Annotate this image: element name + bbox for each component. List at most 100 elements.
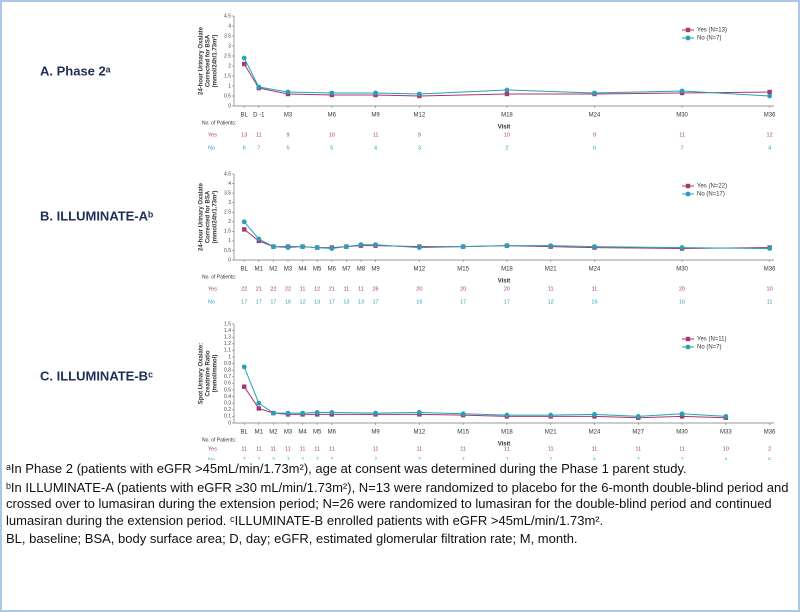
patients-count: 11 — [314, 446, 320, 452]
x-tick-label: M3 — [284, 430, 293, 436]
point — [242, 61, 247, 67]
patients-count: 20 — [416, 286, 422, 292]
patients-count: 11 — [504, 446, 510, 452]
point — [314, 245, 320, 250]
point — [504, 87, 510, 93]
y-tick-label: 4 — [228, 181, 231, 187]
x-tick-label: M18 — [501, 267, 513, 273]
patients-count: 11 — [256, 446, 262, 452]
patients-count: 11 — [344, 286, 350, 292]
x-tick-label: M12 — [414, 113, 426, 119]
y-tick-label: 2.5 — [224, 210, 231, 216]
patients-count: 17 — [373, 299, 379, 305]
patients-count: 2 — [505, 145, 508, 151]
point — [329, 246, 335, 251]
patients-count: 11 — [548, 286, 554, 292]
point — [416, 91, 422, 97]
x-tick-label: M24 — [589, 113, 601, 119]
x-tick-label: M15 — [457, 267, 469, 273]
patients-count: 22 — [241, 286, 247, 292]
y-tick-label: 0 — [228, 103, 231, 109]
y-tick-label: 4.5 — [224, 13, 231, 19]
patients-count: 7 — [505, 457, 508, 460]
point — [460, 411, 466, 417]
patients-count: 22 — [270, 286, 276, 292]
patients-count: 13 — [241, 132, 247, 138]
point — [592, 412, 597, 417]
x-tick-label: M36 — [764, 430, 776, 436]
patients-count: 2 — [768, 446, 771, 452]
point — [416, 245, 422, 250]
x-tick-label: M7 — [342, 267, 351, 273]
patients-count: 11 — [373, 446, 379, 452]
x-tick-label: M9 — [371, 113, 380, 119]
y-axis-label: Creatinine Ratio — [206, 350, 212, 396]
y-tick-label: 4.5 — [224, 171, 231, 177]
patients-count: 12 — [767, 132, 773, 138]
x-tick-label: M1 — [255, 430, 264, 436]
patients-count: 21 — [329, 286, 335, 292]
point — [285, 245, 291, 250]
patients-count: 13 — [314, 299, 320, 305]
patients-row-label: Yes — [208, 286, 217, 292]
patients-count: 4 — [724, 457, 727, 460]
point — [271, 244, 276, 250]
y-tick-label: 1.3 — [224, 335, 231, 341]
y-tick-label: 2 — [228, 63, 231, 69]
x-tick-label: M15 — [457, 430, 469, 436]
point — [242, 227, 247, 232]
footnote: BL, baseline; BSA, body surface area; D,… — [6, 531, 578, 546]
legend-label: Yes (N=11) — [697, 337, 727, 343]
legend-label: No (N=17) — [697, 192, 725, 198]
point — [767, 246, 773, 251]
patients-count: 7 — [681, 457, 684, 460]
patients-count: 7 — [243, 457, 246, 460]
patients-count: 11 — [767, 299, 773, 305]
point — [504, 91, 510, 97]
point — [300, 410, 305, 416]
point — [679, 245, 685, 250]
patients-count: 20 — [460, 286, 466, 292]
y-tick-label: 0.5 — [224, 387, 231, 393]
panel-label: A. Phase 2ᵃ — [40, 63, 111, 78]
patients-count: 7 — [549, 457, 552, 460]
x-tick-label: M2 — [269, 430, 278, 436]
series-line — [243, 57, 770, 97]
footnotes: ᵃIn Phase 2 (patients with eGFR >45mL/mi… — [6, 461, 796, 550]
point — [679, 88, 685, 94]
y-tick-label: 0 — [228, 257, 231, 263]
patients-row-label: No — [208, 145, 215, 151]
patients-count: 7 — [301, 457, 304, 460]
patients-count: 7 — [681, 145, 684, 151]
point — [685, 27, 691, 33]
y-tick-label: 1 — [228, 83, 231, 89]
patients-count: 10 — [767, 286, 773, 292]
point — [548, 412, 554, 418]
point — [416, 410, 422, 415]
x-tick-label: BL — [241, 267, 249, 273]
patients-count: 17 — [256, 299, 262, 305]
point — [256, 406, 262, 411]
point — [679, 411, 685, 417]
patients-count: 12 — [548, 299, 554, 305]
patients-count: 9 — [593, 132, 596, 138]
patients-count: 20 — [504, 286, 510, 292]
point — [256, 400, 262, 406]
patients-count: 12 — [300, 299, 306, 305]
patients-count: 10 — [329, 132, 335, 138]
point — [767, 93, 773, 99]
y-tick-label: 3.5 — [224, 190, 231, 196]
patients-count: 16 — [416, 299, 422, 305]
x-tick-label: BL — [241, 113, 249, 119]
point — [329, 410, 335, 415]
patients-count: 26 — [373, 286, 379, 292]
point — [592, 90, 597, 96]
patients-count: 7 — [462, 457, 465, 460]
patients-count: 11 — [460, 446, 466, 452]
patients-count: 12 — [314, 286, 320, 292]
y-tick-label: 1.5 — [224, 321, 231, 327]
point — [373, 242, 378, 248]
patients-count: 7 — [418, 457, 421, 460]
footnote: ᵃIn Phase 2 (patients with eGFR >45mL/mi… — [6, 461, 687, 476]
point — [685, 191, 691, 197]
